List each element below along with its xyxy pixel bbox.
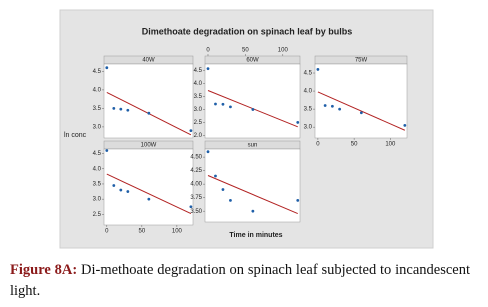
- y-tick-label: 3.5: [194, 94, 203, 100]
- y-tick-label: 4.5: [194, 68, 203, 74]
- y-tick-label: 4.50: [190, 155, 202, 161]
- panel-plot: [103, 148, 194, 226]
- panel-plot: [204, 148, 301, 223]
- data-point: [296, 121, 300, 124]
- data-point: [251, 209, 255, 213]
- data-point: [119, 188, 123, 192]
- y-tick-label: 4.25: [190, 168, 202, 174]
- x-tick-label: 0: [105, 229, 109, 235]
- y-tick-label: 4.0: [194, 81, 203, 87]
- panel-title: 75W: [355, 58, 368, 64]
- data-point: [147, 111, 151, 115]
- y-tick-label: 2.5: [93, 212, 102, 218]
- data-point: [189, 129, 193, 133]
- x-tick-label: 100: [172, 229, 183, 235]
- fit-line: [317, 91, 406, 131]
- data-point: [330, 104, 334, 108]
- x-axis-label: Time in minutes: [229, 232, 282, 239]
- fit-line: [106, 173, 192, 215]
- figure-title: Dimethoate degradation on spinach leaf b…: [142, 26, 353, 36]
- x-tick-label: 100: [385, 142, 396, 148]
- data-point: [221, 102, 225, 106]
- fit-line: [207, 175, 298, 215]
- data-point: [189, 205, 193, 209]
- y-tick-label: 4.5: [93, 151, 102, 157]
- x-tick-label: 0: [206, 48, 210, 54]
- data-point: [229, 198, 232, 202]
- data-point: [316, 68, 320, 71]
- y-tick-label: 3.0: [93, 197, 102, 203]
- panel-plot: [314, 63, 408, 139]
- x-tick-label: 100: [278, 48, 289, 54]
- y-tick-label: 3.5: [93, 182, 102, 188]
- y-axis-label: ln conc: [64, 132, 87, 139]
- figure: Dimethoate degradation on spinach leaf b…: [59, 9, 434, 249]
- y-tick-label: 4.5: [304, 71, 313, 77]
- y-tick-label: 3.0: [304, 125, 313, 131]
- data-point: [105, 149, 109, 152]
- caption-label: Figure 8A:: [10, 262, 78, 278]
- panel-title: 40W: [142, 58, 155, 64]
- data-point: [229, 105, 232, 109]
- data-point: [105, 66, 109, 70]
- y-tick-label: 3.0: [93, 124, 102, 130]
- panel-plot: [103, 63, 194, 139]
- y-tick-label: 3.50: [190, 209, 202, 215]
- data-point: [119, 107, 123, 111]
- panel-title: sun: [248, 143, 258, 149]
- y-tick-label: 3.5: [93, 106, 102, 112]
- y-tick-label: 4.0: [93, 166, 102, 172]
- y-tick-label: 2.0: [194, 133, 203, 139]
- x-tick-label: 0: [316, 142, 320, 148]
- data-point: [126, 190, 130, 193]
- caption-text: Di-methoate degradation on spinach leaf …: [10, 262, 470, 299]
- data-point: [214, 102, 217, 106]
- x-tick-label: 50: [242, 48, 249, 54]
- data-point: [126, 108, 130, 112]
- y-tick-label: 4.0: [304, 89, 313, 95]
- y-tick-label: 4.0: [93, 87, 102, 93]
- y-tick-label: 4.5: [93, 69, 102, 75]
- data-point: [221, 188, 225, 191]
- data-point: [112, 184, 116, 187]
- caption: Figure 8A: Di-methoate degradation on sp…: [10, 260, 470, 302]
- data-point: [112, 107, 116, 110]
- panel-plot: [204, 63, 301, 139]
- panel-title: 60W: [246, 58, 259, 64]
- data-point: [147, 197, 151, 201]
- y-tick-label: 4.00: [190, 182, 202, 188]
- data-point: [338, 107, 342, 111]
- y-tick-label: 2.5: [194, 120, 203, 126]
- data-point: [359, 111, 363, 115]
- y-tick-label: 3.0: [194, 107, 203, 113]
- y-tick-label: 3.5: [304, 107, 313, 113]
- x-tick-label: 50: [351, 142, 358, 148]
- panel-title: 100W: [141, 143, 157, 149]
- data-point: [251, 108, 255, 111]
- data-point: [296, 198, 300, 202]
- data-point: [214, 174, 217, 178]
- data-point: [323, 104, 327, 107]
- data-point: [206, 67, 210, 71]
- x-tick-label: 50: [138, 229, 145, 235]
- data-point: [206, 150, 210, 154]
- data-point: [403, 123, 407, 127]
- y-tick-label: 3.75: [190, 195, 202, 201]
